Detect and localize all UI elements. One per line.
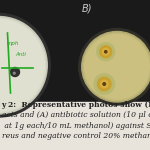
Circle shape	[82, 32, 150, 102]
Circle shape	[100, 46, 112, 58]
Circle shape	[100, 80, 108, 88]
Text: reus and negative control 20% methano: reus and negative control 20% methano	[2, 132, 150, 140]
Circle shape	[11, 68, 20, 76]
Text: at 1g each/10 mL methanol) against S.: at 1g each/10 mL methanol) against S.	[2, 122, 150, 130]
Text: Anti: Anti	[15, 52, 26, 57]
Circle shape	[0, 16, 47, 114]
Text: acts and (A) antibiotic solution (10 μl o: acts and (A) antibiotic solution (10 μl …	[2, 111, 150, 119]
Circle shape	[97, 43, 115, 61]
Bar	[0, 102, 150, 150]
Text: B): B)	[82, 3, 92, 13]
Text: y 2:  Representative photos show (B) th: y 2: Representative photos show (B) th	[2, 101, 150, 109]
Circle shape	[79, 28, 150, 105]
Circle shape	[102, 48, 109, 55]
Circle shape	[0, 18, 46, 112]
Circle shape	[98, 77, 111, 91]
Circle shape	[83, 33, 150, 101]
Text: mph: mph	[7, 41, 19, 46]
Circle shape	[103, 83, 106, 85]
Circle shape	[13, 72, 15, 74]
Circle shape	[0, 14, 50, 117]
Circle shape	[105, 51, 107, 53]
Circle shape	[0, 20, 44, 111]
Circle shape	[85, 34, 149, 99]
Circle shape	[94, 74, 114, 94]
Bar	[0, 0, 150, 102]
